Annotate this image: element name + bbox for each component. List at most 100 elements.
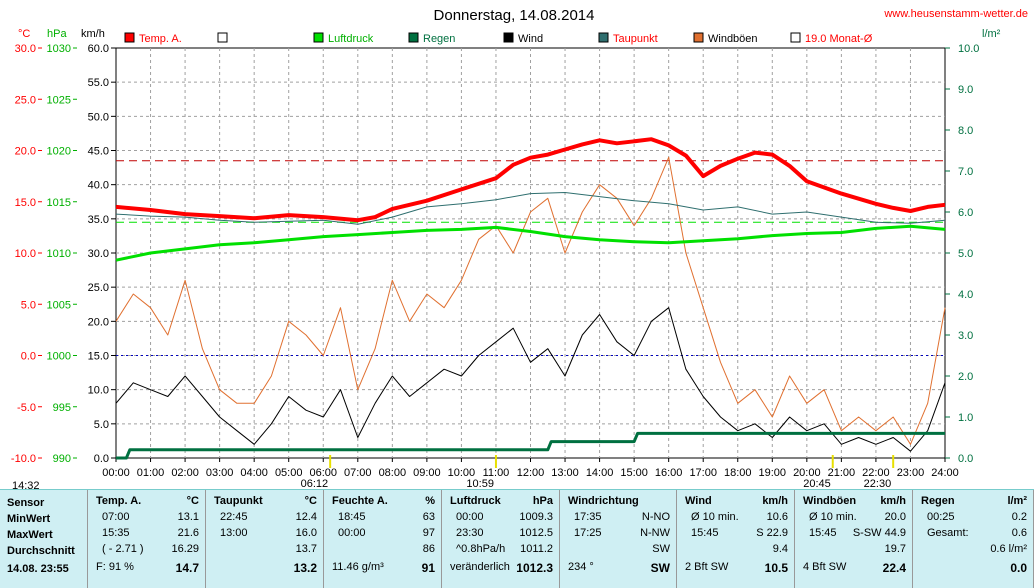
col-dir: Windrichtung 17:35 N-NO 17:25 N-NW SW 234 ° SW xyxy=(560,490,677,588)
legend-swatch xyxy=(313,32,324,43)
col-header: Windrichtung xyxy=(568,495,639,507)
cell-value: 12.4 xyxy=(295,511,317,523)
legend-swatch xyxy=(124,32,135,43)
cell-time: 00:25 xyxy=(927,511,955,523)
cell-value: S-SW 44.9 xyxy=(852,527,906,539)
cell-time: ( - 2.71 ) xyxy=(102,543,144,555)
x-tick-label: 07:00 xyxy=(344,467,372,479)
marker-time: 22:30 xyxy=(864,478,892,489)
series-taupunkt xyxy=(115,192,946,225)
unit-wind: km/h xyxy=(81,28,105,40)
legend-swatch xyxy=(217,32,228,43)
temp-tick-label: 5.0 xyxy=(21,299,36,311)
cell-time: Ø 10 min. xyxy=(691,511,739,523)
cell-time: Gesamt: xyxy=(927,527,969,539)
row-avg-label: Durchschnitt xyxy=(7,545,75,557)
footer-label: veränderlich xyxy=(450,561,510,573)
cell-time: 15:45 xyxy=(691,527,719,539)
stats-table: Sensor MinWert MaxWert Durchschnitt 14.0… xyxy=(0,489,1034,588)
wind-tick-label: 55.0 xyxy=(88,77,109,89)
col-sensor: Sensor MinWert MaxWert Durchschnitt 14.0… xyxy=(0,490,88,588)
cell-time: 00:00 xyxy=(338,527,366,539)
cell-value: 86 xyxy=(422,543,435,555)
temp-tick-label: 25.0 xyxy=(15,94,36,106)
legend-swatch xyxy=(408,32,419,43)
col-header: Luftdruck xyxy=(450,495,501,507)
wind-tick-label: 30.0 xyxy=(88,248,109,260)
cell-value: 16.0 xyxy=(295,527,317,539)
row-min-label: MinWert xyxy=(7,513,51,525)
col-unit: km/h xyxy=(762,495,788,507)
unit-rain: l/m² xyxy=(982,28,1001,40)
footer-value: 13.2 xyxy=(293,561,317,575)
temp-tick-label: 30.0 xyxy=(15,43,36,55)
weather-chart: Donnerstag, 14.08.2014 www.heusenstamm-w… xyxy=(11,7,1028,489)
footer-value: 22.4 xyxy=(882,561,906,575)
row-max-label: MaxWert xyxy=(7,529,53,541)
rain-tick-label: 1.0 xyxy=(958,412,973,424)
unit-press: hPa xyxy=(47,28,67,40)
cell-value: 1012.5 xyxy=(519,527,553,539)
cell-value: 16.29 xyxy=(171,543,199,555)
cell-value: 9.4 xyxy=(772,543,788,555)
marker-time: 14:32 xyxy=(12,480,40,489)
col-rain: Regen l/m² 00:25 0.2 Gesamt: 0.6 0.6 l/m² 0.0 xyxy=(913,490,1034,588)
chart-grid xyxy=(115,47,946,459)
x-tick-label: 00:00 xyxy=(102,467,130,479)
temp-tick-label: -10.0 xyxy=(11,453,36,465)
footer-value: 10.5 xyxy=(764,561,788,575)
cell-value: 0.2 xyxy=(1011,511,1027,523)
chart-title: Donnerstag, 14.08.2014 xyxy=(434,7,595,24)
col-wind: Wind km/h Ø 10 min. 10.6 15:45 S 22.9 9.4 2 Bft… xyxy=(677,490,795,588)
wind-tick-label: 40.0 xyxy=(88,180,109,192)
x-tick-label: 19:00 xyxy=(759,467,787,479)
col-header: Regen xyxy=(921,495,955,507)
rain-tick-label: 0.0 xyxy=(958,453,973,465)
marker-time: 10:59 xyxy=(466,478,494,489)
x-tick-label: 14:00 xyxy=(586,467,614,479)
cell-value: N-NW xyxy=(640,527,670,539)
footer-value: 0.0 xyxy=(1010,561,1027,575)
col-header: Taupunkt xyxy=(214,495,263,507)
footer-label: 11.46 g/m³ xyxy=(332,561,384,573)
footer-label: 234 ° xyxy=(568,561,594,573)
temp-tick-label: -5.0 xyxy=(17,402,36,414)
footer-date: 14.08. 23:55 xyxy=(7,563,69,575)
footer-value: 91 xyxy=(421,561,435,575)
x-tick-label: 24:00 xyxy=(931,467,959,479)
legend-label: Temp. A. xyxy=(139,33,182,45)
cell-value: N-NO xyxy=(641,511,670,523)
cell-value: 19.7 xyxy=(884,543,906,555)
press-tick-label: 995 xyxy=(53,402,71,414)
x-tick-label: 03:00 xyxy=(206,467,234,479)
cell-time: 13:00 xyxy=(220,527,248,539)
rain-tick-label: 8.0 xyxy=(958,125,973,137)
col-unit: °C xyxy=(186,495,199,507)
cell-time: 07:00 xyxy=(102,511,130,523)
cell-value: 13.7 xyxy=(295,543,317,555)
site-url: www.heusenstamm-wetter.de xyxy=(883,8,1028,20)
col-header: Wind xyxy=(685,495,712,507)
x-tick-label: 22:00 xyxy=(862,467,890,479)
cell-time: Ø 10 min. xyxy=(809,511,857,523)
sensor-header: Sensor xyxy=(7,497,45,509)
rain-tick-label: 2.0 xyxy=(958,371,973,383)
x-tick-label: 04:00 xyxy=(240,467,268,479)
cell-time: 22:45 xyxy=(220,511,248,523)
legend-label: Taupunkt xyxy=(613,33,658,45)
press-tick-label: 1025 xyxy=(47,94,71,106)
press-tick-label: 1030 xyxy=(47,43,71,55)
series-temp-a- xyxy=(115,137,946,223)
col-temp: Temp. A. °C 07:00 13.1 15:35 21.6 ( - 2.71 ) 16… xyxy=(88,490,206,588)
temp-tick-label: 0.0 xyxy=(21,351,36,363)
x-tick-label: 09:00 xyxy=(413,467,441,479)
col-unit: l/m² xyxy=(1007,495,1027,507)
x-tick-label: 21:00 xyxy=(828,467,856,479)
x-tick-label: 06:00 xyxy=(309,467,337,479)
col-header: Feuchte A. xyxy=(332,495,388,507)
x-tick-label: 02:00 xyxy=(171,467,199,479)
wind-tick-label: 35.0 xyxy=(88,214,109,226)
x-tick-label: 05:00 xyxy=(275,467,303,479)
footer-value: 14.7 xyxy=(175,561,199,575)
cell-time: 17:25 xyxy=(574,527,602,539)
